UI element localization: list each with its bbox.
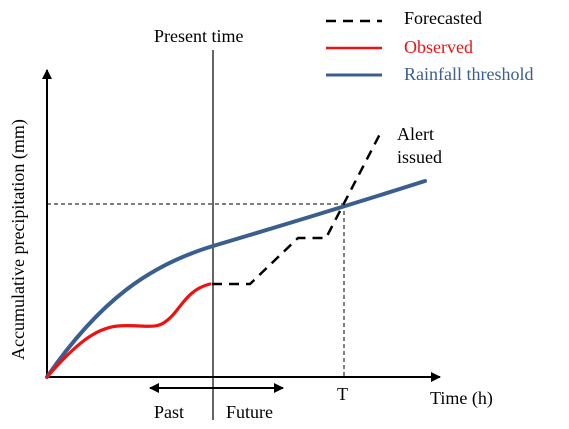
- alert-label-line1: Alert: [397, 124, 434, 144]
- x-axis-label: Time (h): [430, 388, 493, 409]
- t-label: T: [337, 384, 348, 404]
- legend-observed-label: Observed: [404, 37, 473, 57]
- legend-threshold-label: Rainfall threshold: [404, 64, 533, 84]
- past-label: Past: [154, 402, 184, 422]
- legend-forecasted-label: Forecasted: [404, 8, 482, 28]
- y-axis-label: Accumulative precipitation (mm): [8, 119, 29, 360]
- future-label: Future: [226, 402, 273, 422]
- forecasted-curve: [212, 131, 383, 286]
- observed-curve: [45, 282, 212, 379]
- alert-label-line2: issued: [397, 147, 442, 167]
- rainfall-threshold-curve: [45, 179, 427, 379]
- present-time-label: Present time: [154, 26, 243, 46]
